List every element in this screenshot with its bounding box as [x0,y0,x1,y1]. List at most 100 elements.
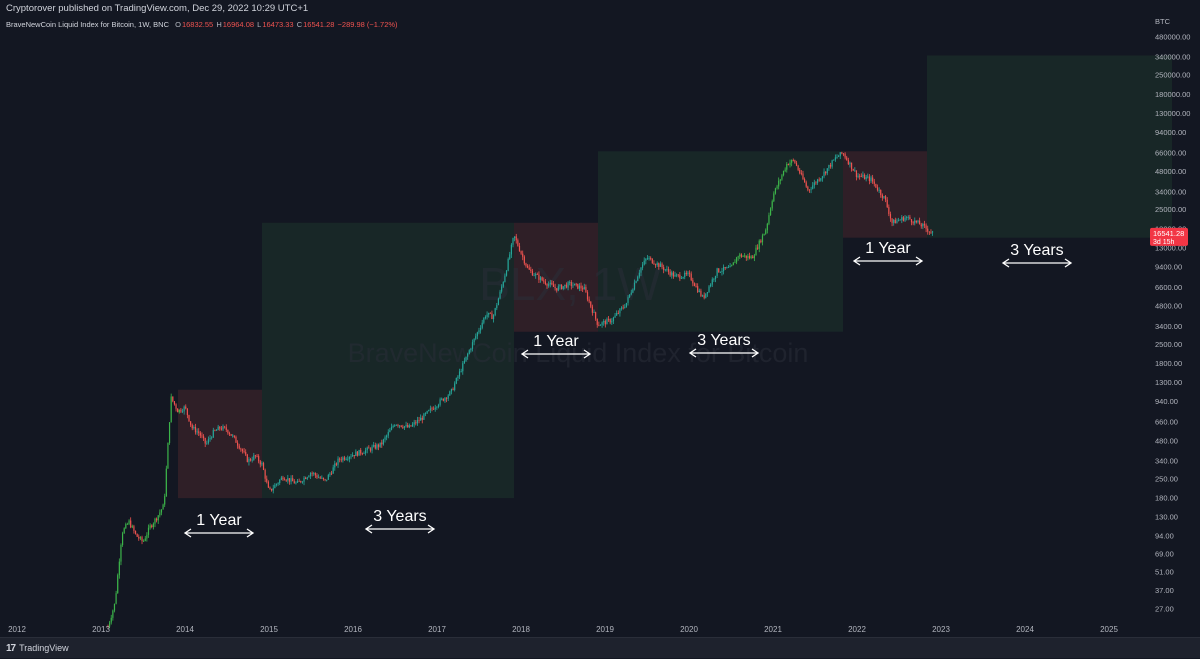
candle-202 [434,404,436,412]
candle-22 [143,539,145,543]
candle-153 [355,449,357,457]
zone-label-3: 1 Year [533,333,579,350]
price-badge-value: 16541.28 [1153,229,1184,238]
candle-344 [664,269,666,272]
candle-135 [326,479,328,482]
candle-111 [287,474,289,484]
candle-272 [548,281,550,288]
candle-255 [520,250,522,255]
candle-249 [510,243,512,258]
open-value: 16832.55 [181,20,214,29]
candle-408 [768,212,770,226]
high-value: 16964.08 [222,20,255,29]
candle-389 [737,255,739,261]
candle-204 [437,403,440,409]
candle-333 [646,254,649,261]
bull-zone-2[interactable] [262,222,514,499]
candle-98 [266,475,268,484]
candle-231 [481,319,483,330]
candle-450 [836,154,838,159]
candle-236 [489,312,491,314]
candle-44 [178,409,180,414]
candle-318 [622,304,624,310]
tradingview-logo[interactable]: 17 TradingView [6,638,69,659]
candle-501 [919,217,921,225]
candle-207 [442,398,444,402]
candle-278 [557,284,559,292]
candle-12 [126,522,129,525]
candle-335 [650,256,652,261]
candle-87 [248,457,250,466]
candle-295 [585,284,587,293]
candle-122 [305,476,307,480]
candle-322 [629,294,631,299]
candle-406 [765,228,767,235]
candle-297 [588,296,590,304]
candle-367 [701,294,704,298]
time-axis[interactable]: 2012 2013 2014 2015 2016 2017 2018 2019 2020 2021… [8,625,1118,634]
candle-395 [747,253,749,261]
time-tick-2019: 2019 [596,625,614,634]
time-tick-2016: 2016 [344,625,362,634]
price-tick-21: 25000.00 [1155,205,1186,214]
candle-159 [364,447,367,456]
candle-500 [917,219,919,224]
candle-442 [823,168,825,179]
time-tick-2012: 2012 [8,625,26,634]
candle-290 [577,283,579,290]
candle-217 [458,368,461,379]
candle-265 [536,272,538,275]
candle-499 [915,220,917,224]
candle-20 [139,536,141,541]
bear-zone-1[interactable] [178,389,262,499]
candle-157 [361,452,363,456]
candle-303 [598,321,600,327]
candle-420 [787,163,789,166]
candle-467 [863,173,866,180]
candle-507 [928,231,930,235]
candle-91 [254,454,257,459]
candle-330 [642,262,644,271]
bull-zone-4[interactable] [598,151,843,332]
candle-441 [821,175,824,182]
candle-133 [322,477,325,481]
low-label: L [257,20,262,29]
candle-223 [468,349,470,355]
candle-70 [220,425,222,431]
candle-425 [795,160,798,167]
candle-296 [586,290,589,302]
candle-216 [457,375,459,381]
candle-209 [445,397,448,403]
price-tick-4: 94.00 [1155,532,1174,541]
candle-60 [204,437,206,448]
candle-99 [267,480,269,488]
candle-31 [157,515,159,524]
price-axis[interactable]: BTC 27.00 37.00 51.00 69.00 94.00 130.00 180.00… [1155,17,1190,614]
candle-97 [264,468,266,483]
candle-42 [175,403,177,412]
candle-65 [212,427,214,438]
candle-390 [739,252,741,260]
candle-69 [219,426,221,431]
candle-34 [162,503,164,510]
bull-zone-6[interactable] [927,55,1172,238]
candle-118 [298,478,300,482]
candle-6 [117,573,119,594]
candle-329 [640,267,642,277]
candle-300 [593,309,595,314]
candle-51 [190,421,192,427]
candle-23 [144,535,146,542]
symbol-name[interactable]: BraveNewCoin Liquid Index for Bitcoin, 1… [6,20,169,29]
candle-154 [356,450,359,457]
candle-493 [906,215,908,221]
candle-491 [902,216,905,222]
candle-63 [209,435,211,442]
candle-461 [854,167,856,172]
candle-338 [654,263,657,268]
candle-30 [156,517,158,523]
candle-162 [369,447,372,453]
candle-418 [784,167,786,173]
bear-zone-3[interactable] [514,222,598,332]
candle-144 [340,456,342,463]
